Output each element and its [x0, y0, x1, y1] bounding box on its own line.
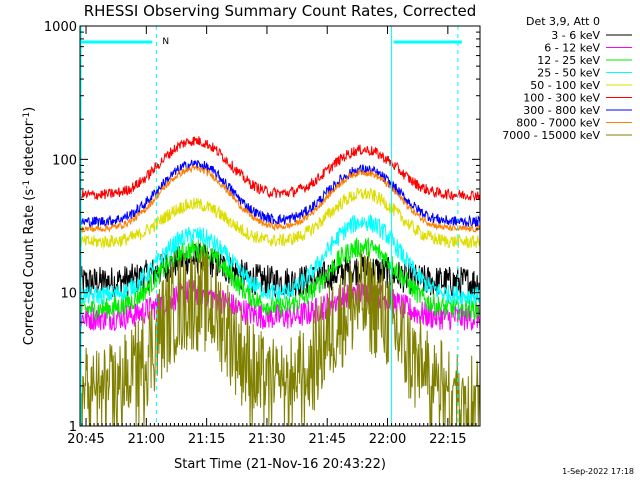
plot-inner: N [80, 26, 480, 426]
y-tick-label: 1000 [44, 20, 77, 35]
y-axis: 1 10 100 1000 [44, 20, 480, 435]
plot-frame [79, 25, 481, 427]
plot-area: N [80, 26, 480, 426]
legend-header: Det 3,9, Att 0 [526, 15, 600, 28]
series-line-7 [80, 164, 480, 233]
series-line-5 [80, 136, 480, 202]
x-axis-label: Start Time (21-Nov-16 20:43:22) [174, 457, 386, 472]
legend-label: 50 - 100 keV [530, 79, 600, 92]
legend-label: 800 - 7000 keV [516, 117, 600, 130]
legend-label: 12 - 25 keV [537, 54, 600, 67]
series-line-8 [80, 249, 480, 426]
x-axis: 20:45 21:00 21:15 21:30 21:45 22:00 22:15 [67, 26, 477, 447]
annotation-n: N [162, 37, 169, 47]
x-tick-label: 21:00 [128, 432, 165, 447]
legend-label: 3 - 6 keV [551, 29, 600, 42]
legend-label: 25 - 50 keV [537, 67, 600, 80]
series-line-6 [80, 159, 480, 229]
legend-label: 7000 - 15000 keV [502, 129, 600, 142]
series-line-1 [80, 279, 480, 332]
x-tick-label: 20:45 [67, 432, 104, 447]
x-tick-label: 21:30 [248, 432, 285, 447]
legend-label: 300 - 800 keV [523, 104, 600, 117]
y-tick-label: 100 [52, 153, 77, 168]
y-tick-label: 1 [69, 420, 77, 435]
x-tick-label: 22:15 [429, 432, 466, 447]
x-tick-label: 21:45 [309, 432, 346, 447]
footer-date: 1-Sep-2022 17:18 [562, 467, 634, 476]
chart-title: RHESSI Observing Summary Count Rates, Co… [84, 2, 477, 20]
series-line-3 [80, 214, 480, 306]
legend-label: 6 - 12 keV [544, 42, 600, 55]
series-line-4 [80, 187, 480, 250]
y-tick-label: 10 [60, 287, 77, 302]
legend-label: 100 - 300 keV [523, 92, 600, 105]
y-axis-label: Corrected Count Rate (s-1 detector-1) [22, 107, 37, 345]
x-tick-label: 21:15 [188, 432, 225, 447]
x-tick-label: 22:00 [369, 432, 406, 447]
